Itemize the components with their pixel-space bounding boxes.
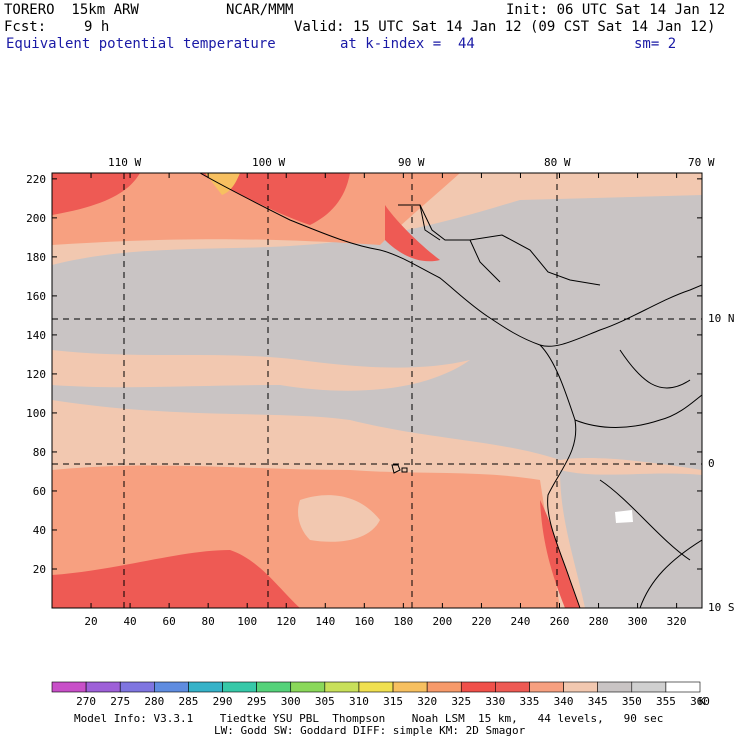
level-label: at k-index = 44 <box>340 36 475 52</box>
y-tick-label: 100 <box>26 407 46 420</box>
model-info: Model Info: V3.3.1 Tiedtke YSU PBL Thomp… <box>74 712 664 725</box>
colorbar-unit: K <box>699 695 706 708</box>
colorbar: 270 275 280 285 290 295 300 305 310 315 320 325 330 3… <box>51 681 710 708</box>
colorbar-label: 345 <box>588 695 608 708</box>
y-tick-label: 20 <box>33 563 46 576</box>
x-tick-label: 180 <box>393 615 413 628</box>
colorbar-swatch <box>495 681 530 693</box>
lon-label-90w: 90 W <box>398 156 425 169</box>
colorbar-swatch <box>188 681 223 693</box>
y-tick-label: 160 <box>26 290 46 303</box>
colorbar-swatch <box>665 681 701 693</box>
y-tick-label: 60 <box>33 485 46 498</box>
valid-time: Valid: 15 UTC Sat 14 Jan 12 (09 CST Sat … <box>294 19 716 35</box>
colorbar-label: 310 <box>349 695 369 708</box>
forecast-hours: 9 h <box>84 19 110 35</box>
x-tick-label: 240 <box>511 615 531 628</box>
colorbar-label: 315 <box>383 695 403 708</box>
colorbar-label: 350 <box>622 695 642 708</box>
x-tick-label: 20 <box>84 615 97 628</box>
lon-label-80w: 80 W <box>544 156 571 169</box>
lat-label-0: 0 <box>708 457 715 470</box>
x-tick-label: 100 <box>237 615 257 628</box>
colorbar-label: 285 <box>178 695 198 708</box>
y-tick-label: 120 <box>26 368 46 381</box>
colorbar-swatch <box>290 681 326 693</box>
y-tick-label: 200 <box>26 212 46 225</box>
x-tick-label: 140 <box>315 615 335 628</box>
colorbar-swatch <box>119 681 155 693</box>
colorbar-swatch <box>51 681 87 693</box>
lon-label-70w: 70 W <box>688 156 715 169</box>
colorbar-swatch <box>460 681 496 693</box>
colorbar-swatch <box>563 681 598 693</box>
smoothing-label: sm= 2 <box>634 36 677 52</box>
colorbar-swatch <box>392 681 428 693</box>
lon-label-100w: 100 W <box>252 156 286 169</box>
axis-ticks: 20 40 60 80 100 120 140 160 180 200 220 20 40 60 80 100… <box>26 173 702 628</box>
y-tick-label: 140 <box>26 329 46 342</box>
colorbar-swatch <box>324 681 360 693</box>
map-field <box>52 173 702 608</box>
y-tick-label: 40 <box>33 524 46 537</box>
colorbar-label: 295 <box>247 695 267 708</box>
colorbar-swatch <box>426 681 462 693</box>
colorbar-label: 340 <box>554 695 574 708</box>
x-tick-label: 280 <box>589 615 609 628</box>
y-tick-label: 220 <box>26 173 46 186</box>
colorbar-swatch <box>631 681 667 693</box>
colorbar-swatch <box>597 681 633 693</box>
colorbar-label: 275 <box>110 695 130 708</box>
model-title: TORERO 15km ARW <box>4 2 139 18</box>
physics-info: LW: Godd SW: Goddard DIFF: simple KM: 2D… <box>214 724 526 737</box>
colorbar-label: 335 <box>520 695 540 708</box>
y-tick-label: 80 <box>33 446 46 459</box>
x-tick-label: 220 <box>471 615 491 628</box>
colorbar-label: 360 <box>690 695 710 708</box>
colorbar-label: 355 <box>656 695 676 708</box>
colorbar-label: 300 <box>281 695 301 708</box>
init-time: Init: 06 UTC Sat 14 Jan 12 <box>506 2 726 18</box>
x-tick-label: 300 <box>628 615 648 628</box>
colorbar-swatch <box>85 681 121 693</box>
field-name: Equivalent potential temperature <box>6 36 276 52</box>
colorbar-label: 325 <box>451 695 471 708</box>
colorbar-swatch <box>358 681 394 693</box>
colorbar-label: 320 <box>417 695 437 708</box>
lat-label-10n: 10 N <box>708 312 735 325</box>
colorbar-swatch <box>222 681 257 693</box>
colorbar-label: 280 <box>144 695 164 708</box>
colorbar-label: 270 <box>76 695 96 708</box>
coastlines <box>199 173 702 608</box>
graticule <box>52 173 702 608</box>
x-tick-label: 160 <box>354 615 374 628</box>
colorbar-swatch <box>529 681 564 693</box>
colorbar-label: 305 <box>315 695 335 708</box>
lat-label-10s: 10 S <box>708 601 735 614</box>
colorbar-swatch <box>154 681 189 693</box>
colorbar-label: 290 <box>213 695 233 708</box>
colorbar-label: 330 <box>485 695 505 708</box>
x-tick-label: 60 <box>162 615 175 628</box>
x-tick-label: 320 <box>667 615 687 628</box>
org-label: NCAR/MMM <box>226 2 294 18</box>
x-tick-label: 260 <box>550 615 570 628</box>
x-tick-label: 200 <box>432 615 452 628</box>
x-tick-label: 80 <box>202 615 215 628</box>
x-tick-label: 40 <box>123 615 136 628</box>
forecast-label: Fcst: <box>4 19 47 35</box>
map-frame <box>51 172 703 609</box>
x-tick-label: 120 <box>276 615 296 628</box>
lon-label-110w: 110 W <box>108 156 142 169</box>
y-tick-label: 180 <box>26 251 46 264</box>
colorbar-swatch <box>256 681 292 693</box>
